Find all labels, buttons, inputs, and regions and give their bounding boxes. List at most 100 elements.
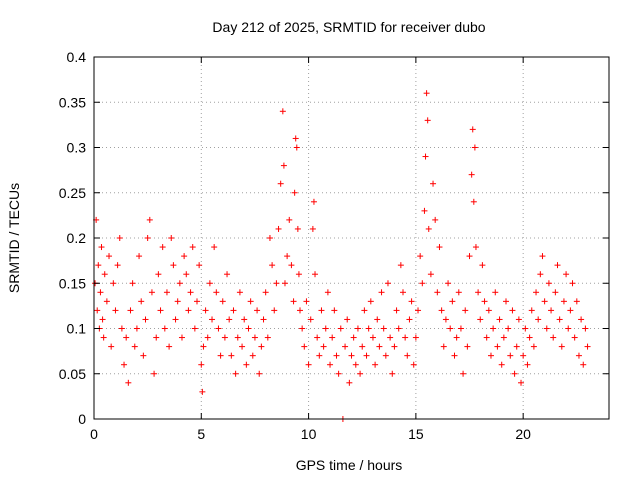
data-point — [129, 280, 136, 287]
data-point — [269, 262, 276, 269]
data-point — [376, 343, 383, 350]
data-point — [382, 352, 389, 359]
data-point — [144, 235, 151, 241]
data-point — [520, 352, 527, 359]
data-point — [361, 307, 368, 314]
data-point — [309, 225, 316, 232]
data-point — [526, 334, 533, 341]
data-point — [460, 370, 467, 377]
data-point — [423, 90, 430, 97]
x-axis: 0 5 10 15 20 — [90, 57, 531, 442]
data-point — [335, 370, 342, 377]
x-tick-label: 20 — [515, 426, 531, 442]
data-point — [101, 271, 108, 278]
data-point — [194, 298, 200, 305]
data-point — [503, 298, 509, 305]
data-point — [284, 253, 291, 260]
data-point — [447, 325, 454, 332]
data-point — [185, 307, 192, 314]
data-point — [541, 298, 548, 305]
x-tick-label: 10 — [301, 426, 317, 442]
data-point — [466, 253, 473, 260]
y-tick-label: 0.25 — [59, 185, 86, 201]
data-point — [305, 361, 312, 368]
data-point — [99, 316, 106, 323]
data-point — [291, 189, 298, 196]
data-point — [481, 298, 488, 305]
data-point — [277, 180, 284, 187]
data-point — [249, 352, 256, 359]
data-point — [449, 298, 456, 305]
data-point — [500, 334, 507, 341]
data-point — [116, 235, 123, 241]
data-point — [316, 352, 323, 359]
data-point — [487, 352, 494, 359]
data-point — [477, 316, 484, 323]
data-point — [397, 262, 404, 269]
data-point — [290, 298, 297, 305]
data-point — [191, 325, 198, 332]
data-point — [327, 361, 334, 368]
data-point — [181, 253, 188, 260]
data-point — [273, 280, 280, 287]
data-point — [243, 361, 250, 368]
data-point — [196, 262, 203, 269]
data-point — [402, 334, 409, 341]
data-point — [530, 343, 537, 350]
data-point — [301, 343, 308, 350]
data-point — [108, 343, 115, 350]
data-point — [369, 334, 376, 341]
data-point — [103, 298, 110, 305]
data-point — [151, 370, 158, 377]
data-point — [438, 307, 445, 314]
data-point — [110, 280, 117, 287]
data-point — [331, 307, 338, 314]
data-point — [548, 307, 555, 314]
data-point — [550, 334, 557, 341]
data-point — [507, 352, 514, 359]
data-point — [457, 325, 464, 332]
y-tick-label: 0.2 — [67, 230, 87, 246]
data-point — [479, 262, 486, 269]
data-point — [264, 334, 271, 341]
data-point — [528, 307, 535, 314]
data-point — [226, 316, 233, 323]
data-point — [198, 361, 205, 368]
data-point — [200, 343, 207, 350]
data-point — [142, 316, 149, 323]
data-point — [140, 352, 147, 359]
data-point — [170, 262, 177, 269]
data-point — [469, 126, 476, 133]
data-point — [496, 316, 503, 323]
data-point — [421, 207, 428, 214]
data-point — [127, 307, 134, 314]
data-point — [485, 307, 492, 314]
data-point — [258, 343, 265, 350]
data-point — [94, 307, 101, 314]
data-point — [303, 298, 310, 305]
data-point — [352, 361, 359, 368]
data-point — [234, 334, 241, 341]
data-point — [136, 253, 143, 260]
data-point — [166, 343, 173, 350]
data-point — [213, 289, 220, 296]
data-point — [471, 144, 478, 151]
data-point — [131, 343, 138, 350]
data-point — [372, 361, 379, 368]
data-point — [106, 253, 113, 260]
data-point — [163, 289, 170, 296]
data-point — [100, 334, 107, 341]
data-point — [442, 316, 449, 323]
data-point — [563, 271, 570, 278]
data-point — [161, 325, 168, 332]
data-point — [424, 117, 431, 124]
y-tick-label: 0.3 — [67, 140, 87, 156]
data-point — [286, 216, 293, 223]
chart-title: Day 212 of 2025, SRMTID for receiver dub… — [212, 19, 485, 35]
data-point — [490, 325, 497, 332]
data-point — [509, 307, 516, 314]
data-point — [475, 289, 482, 296]
data-point — [275, 225, 282, 232]
x-tick-label: 15 — [408, 426, 424, 442]
data-point — [395, 325, 402, 332]
